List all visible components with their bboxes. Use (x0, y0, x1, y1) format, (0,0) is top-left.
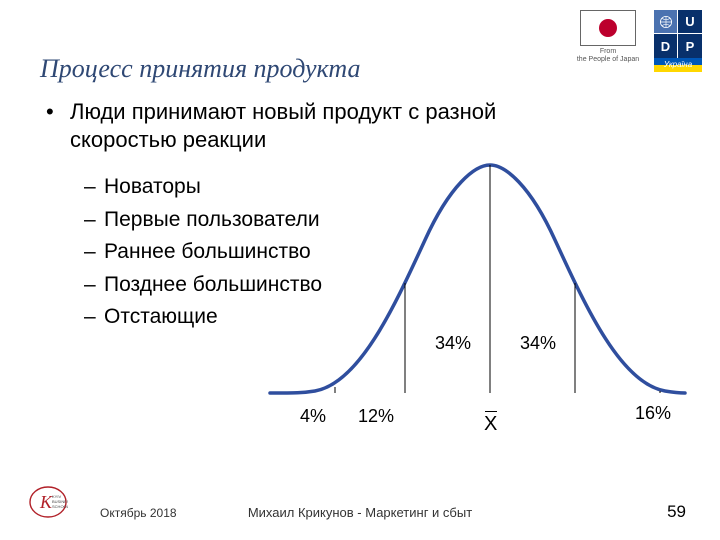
globe-icon (654, 10, 678, 34)
undp-letter-p: P (678, 34, 702, 58)
japan-caption: Fromthe People of Japan (577, 48, 639, 63)
undp-logo: U D P Україна (654, 10, 702, 72)
header-logos: Fromthe People of Japan U D P У (576, 10, 702, 72)
undp-letter-d: D (654, 34, 678, 58)
japan-flag-icon (580, 10, 636, 46)
footer-page: 59 (667, 502, 686, 522)
segment-percent-label: 4% (300, 406, 326, 427)
undp-letter-u: U (678, 10, 702, 34)
slide-title: Процесс принятия продукта (40, 54, 360, 84)
bell-curve-svg (265, 155, 690, 443)
x-axis-mean-marker: X (484, 411, 497, 436)
segment-percent-label: 12% (358, 406, 394, 427)
adoption-curve-chart: 4% 12% 34% 34% 16% X (265, 155, 690, 443)
slide-footer: K KYIV BUSINESS SCHOOL Октябрь 2018 Миха… (0, 490, 720, 520)
japan-logo: Fromthe People of Japan (576, 10, 640, 63)
segment-percent-label: 34% (435, 333, 471, 354)
segment-percent-label: 16% (635, 403, 671, 424)
bullet-main: Люди принимают новый продукт с разной ск… (46, 98, 606, 153)
footer-author: Михаил Крикунов - Маркетинг и сбыт (0, 505, 720, 520)
segment-percent-label: 34% (520, 333, 556, 354)
undp-ukraine-label: Україна (654, 58, 702, 72)
